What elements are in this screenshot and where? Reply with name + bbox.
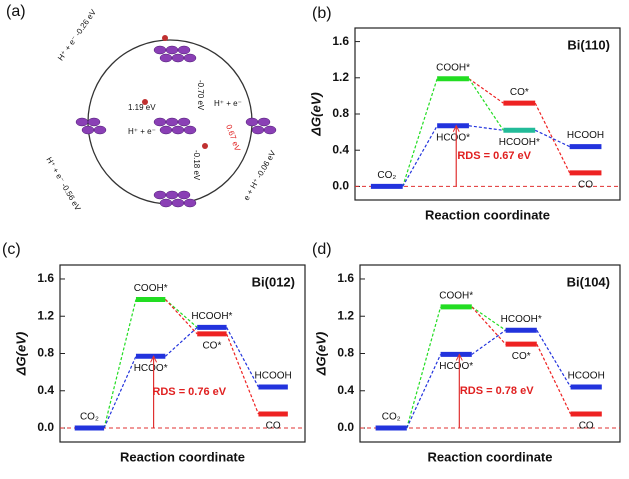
y-tick-label: 0.0 <box>37 420 54 434</box>
connector <box>471 306 506 331</box>
chart-title: Bi(110) <box>567 37 610 52</box>
level-label: COOH* <box>436 62 470 73</box>
connector <box>164 299 198 328</box>
level-label: COOH* <box>439 291 473 302</box>
y-tick-label: 0.8 <box>37 346 54 360</box>
x-axis-label: Reaction coordinate <box>120 449 245 464</box>
chart-title: Bi(012) <box>252 274 295 289</box>
annotation: 0.67 eV <box>224 123 242 153</box>
y-tick-label: 1.2 <box>332 70 349 84</box>
connector <box>164 326 198 357</box>
rds-label: RDS = 0.67 eV <box>457 150 531 162</box>
connector <box>534 129 570 148</box>
connector <box>468 125 504 131</box>
level-label: HCOOH <box>255 371 292 382</box>
level-label: CO <box>578 179 593 190</box>
molecule <box>142 99 148 105</box>
level-label: HCOO* <box>439 361 473 372</box>
level-label: CO₂ <box>377 170 396 181</box>
annotation: H⁺ + e⁻ -0.26 eV <box>56 7 98 62</box>
rds-arrowhead <box>455 353 463 361</box>
y-tick-label: 0.4 <box>37 383 54 397</box>
panel-label: (d) <box>312 241 332 258</box>
level-label: CO₂ <box>382 412 401 423</box>
rds-arrowhead <box>150 355 158 363</box>
rds-label: RDS = 0.76 eV <box>152 386 226 398</box>
annotation: -0.70 eV <box>196 80 205 111</box>
connector <box>103 299 137 429</box>
annotation: H⁺ + e⁻ <box>214 99 242 108</box>
panel-label: (b) <box>312 5 332 22</box>
level-label: CO* <box>512 351 531 362</box>
panel-a: (a) H⁺ + e⁻ -0.26 eV -0.70 eV 1.19 eV H⁺… <box>6 3 278 213</box>
y-axis-label: ΔG(eV) <box>313 332 328 376</box>
x-axis-label: Reaction coordinate <box>428 449 553 464</box>
y-axis-label: ΔG(eV) <box>13 332 28 376</box>
connector <box>103 356 137 429</box>
connector <box>536 343 572 415</box>
slabs <box>75 45 277 208</box>
connector <box>468 78 504 104</box>
y-tick-label: 0.4 <box>332 142 349 156</box>
level-label: CO <box>266 421 281 432</box>
rds-label: RDS = 0.78 eV <box>460 385 534 397</box>
chart-title: Bi(104) <box>567 274 610 289</box>
panel-label: (a) <box>6 3 26 20</box>
connector <box>402 125 438 187</box>
level-label: CO <box>579 421 594 432</box>
y-tick-label: 0.0 <box>337 420 354 434</box>
connector <box>406 306 442 429</box>
molecule <box>162 35 168 41</box>
level-label: COOH* <box>134 283 168 294</box>
connector <box>226 327 259 388</box>
y-tick-label: 0.8 <box>337 346 354 360</box>
y-tick-label: 1.6 <box>337 271 354 285</box>
connector <box>406 354 442 429</box>
connector <box>471 306 507 345</box>
y-axis-label: ΔG(eV) <box>308 92 323 136</box>
y-tick-label: 0.8 <box>332 106 349 120</box>
y-tick-label: 0.0 <box>332 179 349 193</box>
y-tick-label: 1.6 <box>332 34 349 48</box>
connector <box>536 329 572 388</box>
annotation: e + H⁺ -0.06 eV <box>242 148 278 202</box>
level-label: HCOO* <box>436 132 470 143</box>
molecule <box>202 143 208 149</box>
level-label: HCOOH* <box>191 311 232 322</box>
connector <box>226 333 260 415</box>
y-tick-label: 1.6 <box>37 271 54 285</box>
x-axis-label: Reaction coordinate <box>425 207 550 222</box>
y-tick-label: 0.4 <box>337 383 354 397</box>
connector <box>468 78 504 131</box>
annotation: -0.18 eV <box>192 150 201 181</box>
level-label: HCOOH <box>568 371 605 382</box>
level-label: CO* <box>510 87 529 98</box>
rds-arrowhead <box>452 124 460 132</box>
annotation: H⁺ + e⁻ <box>128 127 156 136</box>
level-label: HCOOH* <box>499 137 540 148</box>
level-label: CO* <box>202 341 221 352</box>
y-tick-label: 1.2 <box>337 308 354 322</box>
level-label: HCOOH* <box>501 314 542 325</box>
level-label: HCOOH <box>567 130 604 141</box>
level-label: CO₂ <box>80 412 99 423</box>
panel-label: (c) <box>2 241 21 258</box>
level-label: HCOO* <box>134 363 168 374</box>
connector <box>164 299 198 335</box>
annotation: H⁺ + e⁻ -0.56 eV <box>44 156 82 213</box>
connector <box>471 329 506 355</box>
y-tick-label: 1.2 <box>37 308 54 322</box>
connector <box>402 78 438 187</box>
annotation: 1.19 eV <box>128 103 156 112</box>
connector <box>534 102 571 174</box>
